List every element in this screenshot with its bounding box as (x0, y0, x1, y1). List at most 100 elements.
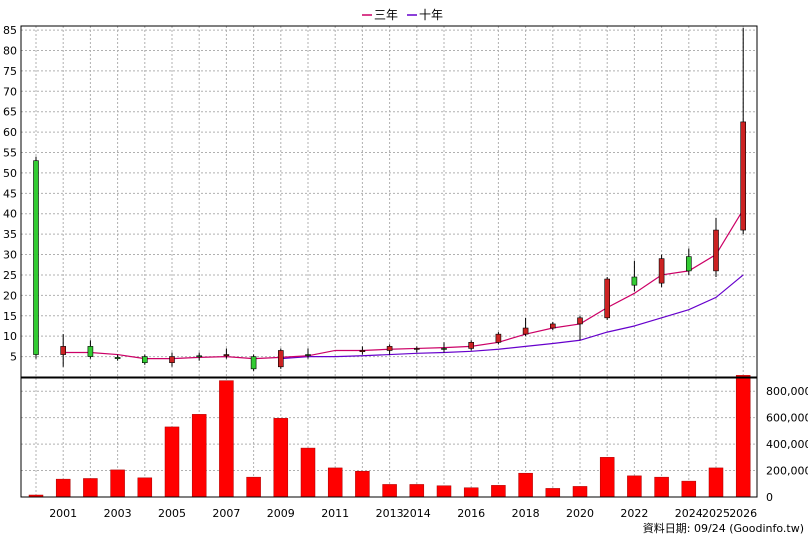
price-panel-frame (20, 25, 758, 378)
candlesticks (33, 28, 747, 371)
price-tick-label: 65 (3, 106, 17, 119)
candle-body-down (549, 323, 556, 329)
price-tick-label: 25 (3, 269, 17, 282)
volume-bar (627, 475, 642, 498)
candle-body-up (33, 160, 39, 355)
volume-bar (55, 478, 71, 498)
volume-tick-label: 600,000 (766, 412, 808, 425)
avg10-line (280, 274, 744, 360)
candle-body-up (441, 348, 447, 350)
volume-bar (300, 447, 316, 498)
price-tick-label: 60 (3, 126, 17, 139)
candle-body-up (87, 346, 94, 357)
volume-bar (572, 486, 588, 498)
volume-bar (327, 467, 343, 498)
volume-bar (164, 426, 180, 498)
volume-bar (273, 418, 289, 498)
candle-body-down (495, 333, 502, 343)
x-tick-label: 2022 (620, 507, 648, 520)
volume-bar (436, 485, 452, 498)
volume-bar (518, 472, 533, 498)
price-tick-label: 70 (3, 85, 17, 98)
price-tick-label: 80 (3, 44, 17, 57)
candle-body-up (305, 354, 311, 356)
x-tick-label: 2026 (729, 507, 757, 520)
candle-body-up (250, 356, 257, 370)
x-tick-label: 2009 (267, 507, 295, 520)
x-tick-label: 2018 (512, 507, 540, 520)
volume-bars (28, 375, 751, 498)
price-tick-label: 5 (10, 351, 17, 364)
x-tick-label: 2024 (675, 507, 703, 520)
volume-bar (110, 469, 125, 498)
volume-bar (545, 488, 561, 498)
candle-body-down (468, 342, 475, 349)
legend-label-avg10: 十年 (419, 8, 443, 22)
price-tick-label: 40 (3, 208, 17, 221)
volume-bar (735, 375, 751, 498)
volume-bar (191, 414, 207, 498)
x-tick-label: 2014 (403, 507, 431, 520)
candle-body-down (658, 258, 665, 284)
candle-body-down (169, 356, 175, 364)
volume-tick-label: 200,000 (766, 465, 808, 478)
volume-bar (463, 487, 479, 498)
price-tick-label: 85 (3, 24, 17, 37)
volume-panel-frame (20, 377, 758, 498)
candle-body-down (413, 348, 420, 350)
candle-body-down (577, 317, 583, 325)
candle-body-up (196, 355, 202, 358)
price-tick-label: 50 (3, 167, 17, 180)
volume-bar (137, 477, 153, 498)
volume-tick-label: 0 (766, 491, 773, 504)
price-tick-label: 75 (3, 65, 17, 78)
price-tick-label: 10 (3, 330, 17, 343)
average-lines (63, 209, 744, 360)
volume-bar (708, 467, 724, 498)
x-tick-label: 2016 (457, 507, 485, 520)
volume-tick-label: 400,000 (766, 438, 808, 451)
volume-bar (219, 380, 234, 498)
candle-body-down (386, 346, 393, 351)
candle-body-down (60, 346, 67, 355)
x-tick-label: 2011 (321, 507, 349, 520)
volume-bar (246, 476, 261, 498)
volume-bar (599, 457, 615, 498)
legend: 三年 十年 (362, 8, 443, 22)
candle-body-down (713, 229, 719, 272)
volume-bar (83, 478, 98, 498)
footer-source: 資料日期: 09/24 (Goodinfo.tw) (643, 521, 804, 535)
axis-labels: 5 10 15 20 25 30 35 40 45 50 55 60 65 70 75 80 85 0 200,00… (3, 24, 808, 520)
volume-bar (491, 485, 506, 498)
candle-body-up (631, 276, 638, 286)
price-tick-label: 15 (3, 310, 17, 323)
volume-bar (681, 480, 697, 498)
candle-body-down (740, 121, 747, 231)
candle-body-down (522, 327, 529, 335)
candle-body-down (359, 350, 366, 352)
price-tick-label: 55 (3, 147, 17, 160)
candle-body-up (142, 356, 148, 364)
volume-bar (382, 484, 397, 498)
candle-body-down (277, 350, 284, 368)
price-tick-label: 20 (3, 289, 17, 302)
candle-body-down (604, 278, 611, 319)
candle-body-down (223, 354, 230, 357)
candle-body-up (114, 357, 121, 359)
volume-bar (409, 484, 425, 498)
x-tick-label: 2005 (158, 507, 186, 520)
x-tick-label: 2007 (212, 507, 240, 520)
x-tick-label: 2020 (566, 507, 594, 520)
price-tick-label: 35 (3, 228, 17, 241)
legend-label-avg3: 三年 (374, 8, 398, 22)
volume-bar (654, 476, 669, 498)
price-tick-label: 30 (3, 249, 17, 262)
plot-frames (20, 25, 758, 498)
volume-bar (355, 470, 370, 498)
volume-tick-label: 800,000 (766, 385, 808, 398)
price-tick-label: 45 (3, 187, 17, 200)
grid (21, 26, 757, 498)
x-tick-label: 2003 (104, 507, 132, 520)
